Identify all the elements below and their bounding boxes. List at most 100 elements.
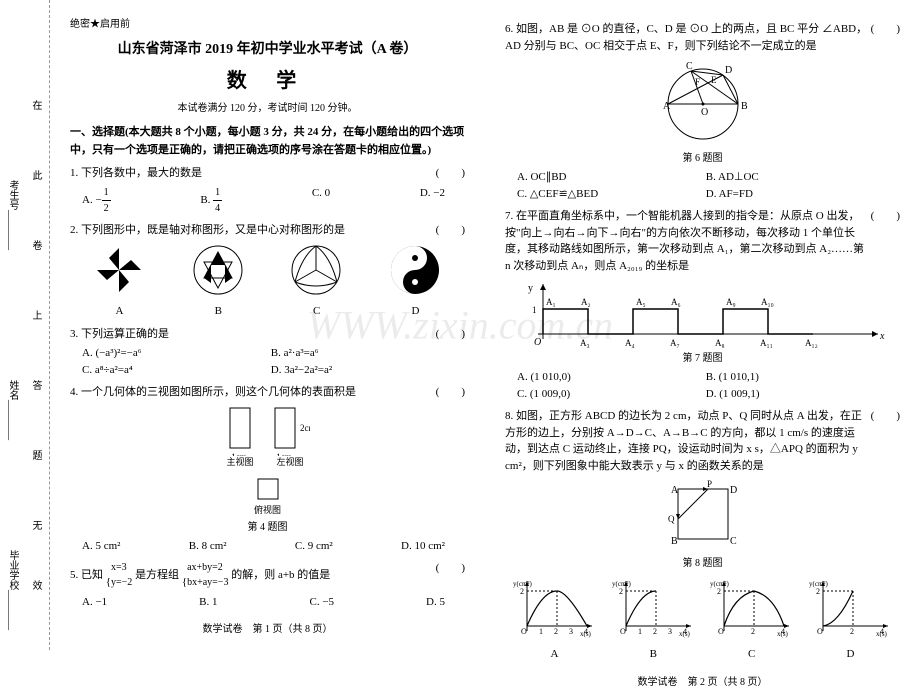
q8-label-d: D <box>846 646 854 663</box>
q7-opt-b: B. (1 010,1) <box>706 369 880 386</box>
page-1: 绝密★启用前 山东省菏泽市 2019 年初中学业水平考试（A 卷） 数 学 本试… <box>50 0 485 650</box>
svg-text:4: 4 <box>584 627 588 636</box>
svg-text:A₂: A₂ <box>581 297 591 307</box>
q8-graph-c: y(cm²) x(s) O 2 2 4 <box>709 576 794 641</box>
margin-note-2: 此 <box>28 170 43 180</box>
q4-caption: 第 4 题图 <box>70 520 465 535</box>
section-1-head: 一、选择题(本大题共 8 个小题，每小题 3 分，共 24 分，在每小题给出的四… <box>70 124 465 159</box>
q4-bracket: ( ) <box>436 384 465 401</box>
svg-text:A: A <box>663 101 671 112</box>
q7-opt-d: D. (1 009,1) <box>706 386 880 403</box>
q2-text: 2. 下列图形中，既是轴对称图形，又是中心对称图形的是 <box>70 222 345 239</box>
q8-label-b: B <box>650 646 657 663</box>
svg-text:O: O <box>718 627 724 636</box>
svg-text:2: 2 <box>554 627 558 636</box>
question-2: 2. 下列图形中，既是轴对称图形，又是中心对称图形的是( ) A B C D <box>70 222 465 320</box>
q6-bracket: ( ) <box>871 21 900 54</box>
svg-text:O: O <box>817 627 823 636</box>
confidential-label: 绝密★启用前 <box>70 15 465 30</box>
svg-text:B: B <box>741 101 748 112</box>
q1-opt-b: B. 14 <box>200 185 222 216</box>
margin-note-6: 题 <box>28 450 43 460</box>
q4-side-label: 左视图 <box>270 456 310 470</box>
q4-text: 4. 一个几何体的三视图如图所示，则这个几何体的表面积是 <box>70 384 356 401</box>
q6-caption: 第 6 题图 <box>505 151 900 166</box>
q5-opt-d: D. 5 <box>426 594 445 611</box>
header: 山东省菏泽市 2019 年初中学业水平考试（A 卷） 数 学 本试卷满分 120… <box>70 38 465 114</box>
q4-front-view: 1cm <box>225 406 255 456</box>
q2-label-b: B <box>215 303 222 320</box>
svg-text:A₁₀: A₁₀ <box>761 297 774 307</box>
question-7: 7. 在平面直角坐标系中，一个智能机器人接到的指令是：从原点 O 出发，按"向上… <box>505 208 900 402</box>
question-4: 4. 一个几何体的三视图如图所示，则这个几何体的表面积是( ) 1cm 主视图 … <box>70 384 465 554</box>
q2-label-d: D <box>411 303 419 320</box>
margin-note-1: 在 <box>28 100 43 110</box>
q4-top-label: 俯视图 <box>253 504 283 518</box>
q7-figure: y 1 O x A₁ A₂ A₃ A₄ A₅ A₆ A₇ A₈ A₉ A₁₀ A… <box>518 279 888 349</box>
q4-top-view <box>253 474 283 504</box>
svg-text:A₆: A₆ <box>671 297 681 307</box>
footer-2: 数学试卷 第 2 页（共 8 页） <box>505 673 900 688</box>
q3-bracket: ( ) <box>436 326 465 343</box>
q1-opt-d: D. −2 <box>420 185 445 216</box>
q8-caption: 第 8 题图 <box>505 556 900 571</box>
q1-opt-a: A. −12 <box>82 185 111 216</box>
svg-text:3: 3 <box>668 627 672 636</box>
q4-side-view: 2cm1cm <box>270 406 310 456</box>
question-5: 5. 已知 {x=3y=−2 是方程组 {ax+by=2bx+ay=−3 的解，… <box>70 560 465 610</box>
exam-title: 山东省菏泽市 2019 年初中学业水平考试（A 卷） <box>70 38 465 58</box>
svg-text:y: y <box>528 283 533 294</box>
q8-bracket: ( ) <box>871 408 900 474</box>
svg-text:D: D <box>725 65 732 76</box>
q4-opt-a: A. 5 cm² <box>82 538 120 555</box>
q1-opt-c: C. 0 <box>312 185 330 216</box>
svg-text:O: O <box>620 627 626 636</box>
svg-text:A₃: A₃ <box>580 338 590 348</box>
svg-text:2: 2 <box>850 627 854 636</box>
q4-front-label: 主视图 <box>225 456 255 470</box>
page-2: 6. 如图，AB 是 ⊙O 的直径，C、D 是 ⊙O 上的两点，且 BC 平分 … <box>485 0 920 650</box>
svg-text:1: 1 <box>532 305 537 315</box>
q7-caption: 第 7 题图 <box>505 351 900 366</box>
svg-text:C: C <box>686 61 693 72</box>
q8-text: 8. 如图，正方形 ABCD 的边长为 2 cm，动点 P、Q 同时从点 A 出… <box>505 408 871 474</box>
margin-name: 姓名________ <box>5 380 20 440</box>
q8-graph-d: y(cm²) x(s) O 2 2 4 <box>808 576 893 641</box>
margin-note-5: 答 <box>28 380 43 390</box>
svg-text:O: O <box>701 107 708 118</box>
q8-graph-a: y(cm²) x(s) O 2 1 2 3 4 <box>512 576 597 641</box>
svg-text:A₁: A₁ <box>546 297 556 307</box>
q3-opt-a: A. (−a³)²=−a⁶ <box>82 345 256 362</box>
margin-note-4: 上 <box>28 310 43 320</box>
margin-school: 毕业学校________ <box>5 550 20 630</box>
svg-text:D: D <box>730 485 737 496</box>
q7-opt-c: C. (1 009,0) <box>517 386 691 403</box>
margin-id: 考生号________ <box>5 180 20 250</box>
q6-opt-b: B. AD⊥OC <box>706 169 880 186</box>
q7-bracket: ( ) <box>871 208 900 274</box>
q5-text: 5. 已知 {x=3y=−2 是方程组 {ax+by=2bx+ay=−3 的解，… <box>70 560 330 591</box>
svg-text:1: 1 <box>539 627 543 636</box>
q8-label-c: C <box>748 646 755 663</box>
q3-opt-c: C. a⁸÷a²=a⁴ <box>82 362 256 379</box>
q2-fig-b <box>191 243 246 298</box>
q2-fig-d <box>388 243 443 298</box>
svg-text:P: P <box>707 479 712 489</box>
q2-label-c: C <box>313 303 320 320</box>
q6-opt-a: A. OC∥BD <box>517 169 691 186</box>
margin-note-8: 效 <box>28 580 43 590</box>
question-3: 3. 下列运算正确的是( ) A. (−a³)²=−a⁶ B. a²·a³=a⁶… <box>70 326 465 379</box>
q3-opt-d: D. 3a²−2a²=a² <box>271 362 445 379</box>
svg-text:1: 1 <box>638 627 642 636</box>
svg-text:2: 2 <box>717 587 721 596</box>
svg-text:4: 4 <box>880 627 884 636</box>
svg-text:2: 2 <box>653 627 657 636</box>
svg-text:C: C <box>730 536 737 547</box>
svg-text:A₈: A₈ <box>715 338 725 348</box>
svg-text:A: A <box>671 485 679 496</box>
q6-opt-c: C. △CEF≌△BED <box>517 186 691 203</box>
footer-1: 数学试卷 第 1 页（共 8 页） <box>70 620 465 635</box>
svg-text:4: 4 <box>683 627 687 636</box>
question-1: 1. 下列各数中，最大的数是( ) A. −12 B. 14 C. 0 D. −… <box>70 165 465 216</box>
q1-bracket: ( ) <box>436 165 465 182</box>
